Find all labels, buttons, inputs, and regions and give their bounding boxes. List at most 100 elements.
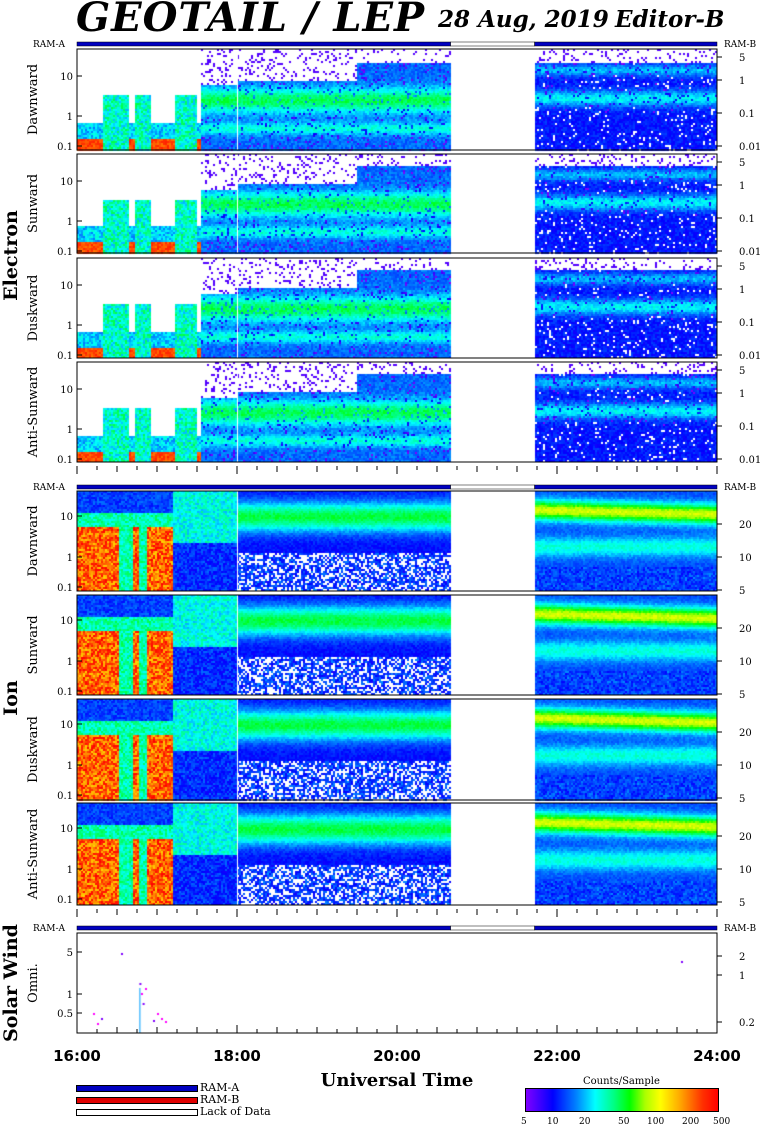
right-tick-label: 5: [739, 262, 745, 273]
mode-bar-segment: [534, 484, 718, 490]
right-tick-label: 20: [739, 832, 752, 843]
panel-label: Dawnward: [26, 505, 41, 576]
right-tick-label: 5: [739, 586, 745, 597]
mode-bar-segment: [76, 925, 451, 931]
legend-ram-b-swatch: [76, 1097, 198, 1104]
legend-lack-label: Lack of Data: [200, 1105, 271, 1118]
right-tick-label: 5: [739, 690, 745, 701]
panel-label: Duskward: [26, 275, 41, 342]
mode-label: RAM-B: [724, 40, 757, 50]
left-tick-label: 1: [67, 321, 73, 332]
left-tick-label: 1: [67, 865, 73, 876]
left-tick-label: 10: [60, 616, 73, 627]
colorbar-tick-label: 10: [547, 1117, 559, 1127]
panel-frame: [76, 257, 718, 359]
right-tick-label: 0.01: [739, 247, 761, 258]
mode-label: RAM-B: [724, 483, 757, 493]
x-tick-label: 20:00: [373, 1047, 421, 1065]
colorbar-title: Counts/Sample: [583, 1076, 660, 1087]
right-tick-label: 0.1: [739, 214, 755, 225]
legend-lack-swatch: [76, 1109, 198, 1116]
left-tick-label: 10: [60, 824, 73, 835]
right-tick-label: 0.01: [739, 455, 761, 466]
colorbar: [525, 1088, 719, 1112]
left-tick-label: 0.1: [57, 142, 73, 153]
editor-label: Editor-B: [615, 6, 725, 33]
mode-bar-segment: [450, 484, 535, 490]
mode-bar: [76, 925, 718, 931]
right-tick-label: 20: [739, 624, 752, 635]
panel-label: Duskward: [26, 716, 41, 783]
mode-label: RAM-B: [724, 924, 757, 934]
right-tick-label: 1: [739, 76, 745, 87]
colorbar-tick-label: 20: [579, 1117, 591, 1127]
date-label: 28 Aug, 2019: [438, 6, 609, 33]
right-tick-label: 1: [739, 971, 745, 982]
page-title: GEOTAIL / LEP: [76, 0, 426, 41]
left-tick-label: 0.1: [57, 791, 73, 802]
mode-bar-segment: [76, 41, 451, 47]
right-tick-label: 1: [739, 181, 745, 192]
left-tick-label: 1: [67, 425, 73, 436]
mode-bar: [76, 484, 718, 490]
right-tick-label: 5: [739, 794, 745, 805]
left-tick-label: 10: [60, 385, 73, 396]
right-tick-label: 0.01: [739, 351, 761, 362]
left-tick-label: 0.1: [57, 583, 73, 594]
left-tick-label: 1: [67, 761, 73, 772]
panel-frame: [76, 802, 718, 906]
panel-frame: [76, 153, 718, 254]
right-tick-label: 5: [739, 366, 745, 377]
right-tick-label: 10: [739, 865, 752, 876]
mode-label: RAM-A: [33, 924, 66, 934]
right-tick-label: 5: [739, 53, 745, 64]
panel-frame: [76, 698, 718, 801]
left-tick-label: 0.5: [57, 1009, 73, 1020]
right-tick-label: 5: [739, 898, 745, 909]
right-tick-label: 20: [739, 520, 752, 531]
x-tick-label: 16:00: [53, 1047, 101, 1065]
panel-frame: [76, 48, 718, 151]
panel-label: Dawnward: [26, 64, 41, 135]
right-tick-label: 5: [739, 158, 745, 169]
section-label: Ion: [0, 680, 22, 716]
panel-frame: [76, 932, 718, 1034]
panel-label: Anti-Sunward: [26, 809, 41, 901]
mode-bar-segment: [76, 484, 451, 490]
left-tick-label: 1: [67, 657, 73, 668]
right-tick-label: 0.01: [739, 142, 761, 153]
right-tick-label: 10: [739, 761, 752, 772]
left-tick-label: 5: [67, 948, 73, 959]
x-tick-label: 22:00: [533, 1047, 581, 1065]
right-tick-label: 0.1: [739, 109, 755, 120]
right-tick-label: 0.1: [739, 318, 755, 329]
mode-bar: [76, 41, 718, 47]
right-tick-label: 10: [739, 657, 752, 668]
legend-ram-b-label: RAM-B: [200, 1093, 240, 1106]
mode-label: RAM-A: [33, 483, 66, 493]
colorbar-tick-label: 50: [618, 1117, 630, 1127]
mode-label: RAM-A: [33, 40, 66, 50]
panel-frame: [76, 361, 718, 463]
right-tick-label: 10: [739, 553, 752, 564]
left-tick-label: 10: [60, 720, 73, 731]
left-tick-label: 1: [67, 112, 73, 123]
colorbar-tick-label: 100: [647, 1117, 665, 1127]
left-tick-label: 1: [67, 990, 73, 1001]
mode-bar-segment: [450, 41, 535, 47]
legend-ram-a-swatch: [76, 1085, 198, 1092]
left-tick-label: 10: [60, 281, 73, 292]
panel-label: Anti-Sunward: [26, 367, 41, 459]
mode-bar-segment: [534, 41, 718, 47]
left-tick-label: 0.1: [57, 895, 73, 906]
right-tick-label: 1: [739, 389, 745, 400]
mode-bar-segment: [534, 925, 718, 931]
panel-label: Omni.: [26, 963, 41, 1003]
legend-lack-of-data: Lack of Data: [76, 1105, 336, 1118]
legend-ram-a: RAM-A: [76, 1081, 336, 1094]
left-tick-label: 0.1: [57, 455, 73, 466]
mode-bar-segment: [450, 925, 535, 931]
panel-label: Sunward: [26, 174, 41, 233]
right-tick-label: 20: [739, 728, 752, 739]
